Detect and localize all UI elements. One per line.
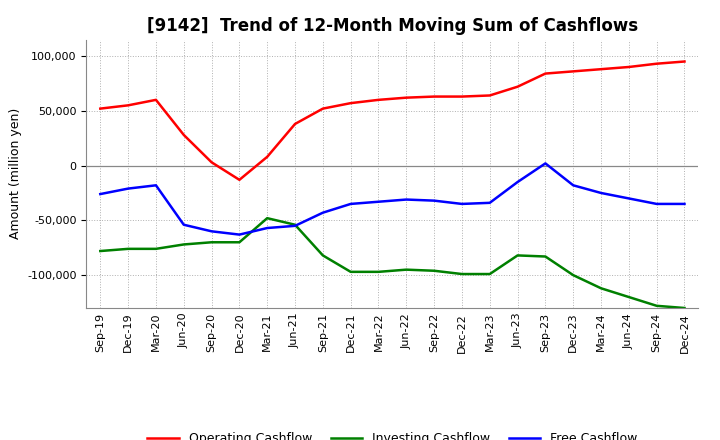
Operating Cashflow — [624, 64, 633, 70]
Operating Cashflow — [207, 160, 216, 165]
Operating Cashflow — [541, 71, 550, 76]
Operating Cashflow — [513, 84, 522, 89]
Operating Cashflow — [430, 94, 438, 99]
Investing Cashflow — [485, 271, 494, 277]
Investing Cashflow — [374, 269, 383, 275]
Investing Cashflow — [263, 216, 271, 221]
Operating Cashflow — [235, 177, 243, 183]
Investing Cashflow — [402, 267, 410, 272]
Investing Cashflow — [152, 246, 161, 252]
Free Cashflow — [374, 199, 383, 204]
Investing Cashflow — [569, 272, 577, 278]
Free Cashflow — [263, 225, 271, 231]
Free Cashflow — [291, 223, 300, 228]
Line: Free Cashflow: Free Cashflow — [100, 163, 685, 235]
Investing Cashflow — [513, 253, 522, 258]
Operating Cashflow — [597, 66, 606, 72]
Operating Cashflow — [374, 97, 383, 103]
Investing Cashflow — [680, 305, 689, 311]
Operating Cashflow — [96, 106, 104, 111]
Operating Cashflow — [291, 121, 300, 127]
Free Cashflow — [569, 183, 577, 188]
Investing Cashflow — [179, 242, 188, 247]
Investing Cashflow — [124, 246, 132, 252]
Free Cashflow — [235, 232, 243, 237]
Free Cashflow — [152, 183, 161, 188]
Operating Cashflow — [124, 103, 132, 108]
Investing Cashflow — [291, 222, 300, 227]
Operating Cashflow — [179, 132, 188, 138]
Free Cashflow — [318, 210, 327, 215]
Free Cashflow — [430, 198, 438, 203]
Free Cashflow — [458, 201, 467, 206]
Investing Cashflow — [430, 268, 438, 273]
Free Cashflow — [597, 191, 606, 196]
Operating Cashflow — [569, 69, 577, 74]
Free Cashflow — [124, 186, 132, 191]
Line: Investing Cashflow: Investing Cashflow — [100, 218, 685, 308]
Title: [9142]  Trend of 12-Month Moving Sum of Cashflows: [9142] Trend of 12-Month Moving Sum of C… — [147, 17, 638, 35]
Investing Cashflow — [318, 253, 327, 258]
Investing Cashflow — [96, 249, 104, 254]
Free Cashflow — [541, 161, 550, 166]
Y-axis label: Amount (million yen): Amount (million yen) — [9, 108, 22, 239]
Operating Cashflow — [402, 95, 410, 100]
Free Cashflow — [624, 196, 633, 201]
Operating Cashflow — [318, 106, 327, 111]
Investing Cashflow — [652, 303, 661, 308]
Free Cashflow — [513, 180, 522, 185]
Investing Cashflow — [458, 271, 467, 277]
Investing Cashflow — [541, 254, 550, 259]
Free Cashflow — [179, 222, 188, 227]
Operating Cashflow — [263, 154, 271, 159]
Investing Cashflow — [346, 269, 355, 275]
Operating Cashflow — [458, 94, 467, 99]
Free Cashflow — [402, 197, 410, 202]
Free Cashflow — [652, 201, 661, 206]
Investing Cashflow — [235, 240, 243, 245]
Operating Cashflow — [485, 93, 494, 98]
Operating Cashflow — [346, 100, 355, 106]
Operating Cashflow — [152, 97, 161, 103]
Free Cashflow — [680, 201, 689, 206]
Investing Cashflow — [624, 294, 633, 300]
Free Cashflow — [96, 191, 104, 197]
Free Cashflow — [346, 201, 355, 206]
Operating Cashflow — [652, 61, 661, 66]
Line: Operating Cashflow: Operating Cashflow — [100, 62, 685, 180]
Operating Cashflow — [680, 59, 689, 64]
Legend: Operating Cashflow, Investing Cashflow, Free Cashflow: Operating Cashflow, Investing Cashflow, … — [143, 427, 642, 440]
Free Cashflow — [485, 200, 494, 205]
Investing Cashflow — [207, 240, 216, 245]
Investing Cashflow — [597, 286, 606, 291]
Free Cashflow — [207, 229, 216, 234]
